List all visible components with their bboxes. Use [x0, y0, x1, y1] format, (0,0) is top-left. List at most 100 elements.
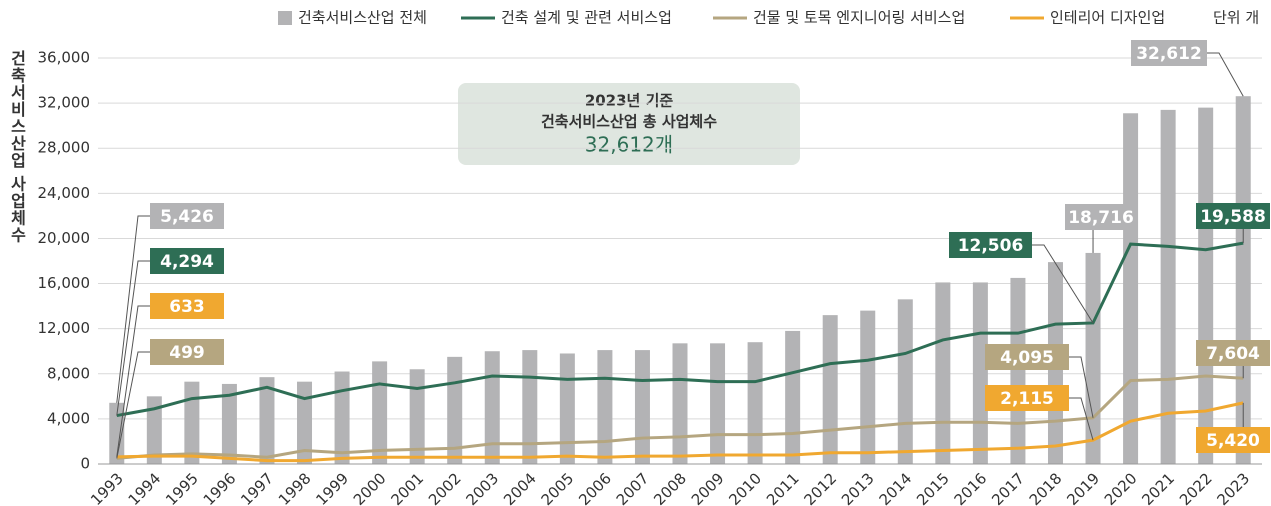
label-box: [1065, 204, 1137, 230]
x-tick-label: 2019: [1063, 469, 1103, 506]
x-tick-label: 2016: [951, 469, 991, 506]
bar: [1123, 113, 1139, 464]
label-box: [1196, 340, 1270, 366]
leader-line: [116, 351, 150, 459]
x-tick-label: 2021: [1138, 469, 1178, 506]
x-tick-label: 2007: [613, 469, 653, 506]
x-tick-label: 2015: [913, 469, 953, 506]
y-tick-label: 36,000: [38, 49, 91, 67]
bar: [1235, 96, 1251, 465]
x-tick-label: 2000: [350, 469, 390, 506]
leader-line: [1032, 244, 1094, 324]
x-tick-label: 2012: [800, 469, 840, 506]
data-label: 12,506: [958, 236, 1024, 256]
data-label: 499: [169, 343, 205, 363]
y-tick-label: 16,000: [38, 274, 91, 292]
data-label: 19,588: [1200, 207, 1266, 227]
leader-line: [116, 260, 150, 416]
bar: [297, 381, 313, 464]
bar: [1085, 252, 1101, 464]
y-tick-label: 20,000: [38, 229, 91, 247]
data-label: 4,294: [160, 252, 214, 272]
legend-swatch: [278, 11, 292, 25]
leader-line: [116, 215, 150, 403]
data-label: 4,095: [1000, 348, 1054, 368]
x-tick-label: 2018: [1026, 469, 1066, 506]
data-label: 32,612: [1136, 44, 1202, 64]
bar: [897, 299, 913, 464]
y-tick-label: 28,000: [38, 139, 91, 157]
leader-line: [1069, 356, 1094, 418]
x-tick-label: 1995: [162, 469, 202, 506]
label-box: [985, 344, 1069, 370]
data-label: 5,420: [1206, 431, 1260, 451]
label-box: [1131, 40, 1207, 66]
bar: [146, 396, 162, 464]
x-tick-label: 2010: [725, 469, 765, 506]
leader-line: [1069, 397, 1094, 441]
bar: [334, 371, 350, 464]
bar: [972, 282, 988, 464]
label-box: [1196, 203, 1270, 229]
bar: [672, 343, 688, 464]
label-box: [150, 248, 224, 274]
label-box: [985, 385, 1069, 411]
leader-line: [1207, 52, 1244, 97]
leader-line: [116, 305, 150, 457]
x-tick-label: 2022: [1176, 469, 1216, 506]
annotation-highlight: 32,612개: [585, 133, 673, 157]
line: [116, 374, 1244, 460]
y-tick-label: 12,000: [38, 319, 91, 337]
x-tick-label: 1997: [237, 469, 277, 506]
bar: [409, 369, 425, 464]
bar: [522, 350, 538, 464]
bar: [597, 350, 613, 464]
legend-label: 건축서비스산업 전체: [298, 9, 427, 27]
bar: [1010, 277, 1026, 464]
data-label: 5,426: [160, 207, 214, 227]
data-label: 633: [169, 297, 205, 317]
bar: [822, 315, 838, 464]
x-tick-label: 1998: [275, 469, 315, 506]
x-tick-label: 2005: [538, 469, 578, 506]
bar: [860, 310, 876, 464]
y-tick-label: 24,000: [38, 184, 91, 202]
data-label: 18,716: [1068, 208, 1134, 228]
x-tick-label: 1996: [200, 469, 240, 506]
x-tick-label: 2020: [1101, 469, 1141, 506]
bar: [184, 381, 200, 464]
x-tick-label: 2013: [838, 469, 878, 506]
label-box: [150, 339, 224, 365]
data-label: 7,604: [1206, 344, 1260, 364]
line: [116, 241, 1244, 418]
bar: [221, 383, 237, 464]
x-tick-label: 2004: [500, 469, 540, 506]
x-tick-label: 2006: [575, 469, 615, 506]
x-tick-label: 1994: [125, 469, 165, 506]
y-tick-label: 0: [80, 455, 90, 473]
line: [116, 401, 1244, 463]
data-label: 2,115: [1000, 389, 1054, 409]
x-tick-label: 2011: [763, 469, 803, 506]
bar: [484, 351, 500, 464]
x-tick-label: 2023: [1214, 469, 1254, 506]
x-tick-label: 1993: [87, 469, 127, 506]
label-box: [150, 203, 224, 229]
unit-label: 단위 개: [1213, 9, 1259, 27]
bar: [109, 402, 125, 464]
annotation-text: 2023년 기준: [585, 92, 674, 110]
bar: [935, 282, 951, 464]
label-box: [1196, 427, 1270, 453]
x-tick-label: 1999: [312, 469, 352, 506]
y-tick-label: 8,000: [47, 364, 90, 382]
x-tick-label: 2014: [876, 469, 916, 506]
x-tick-label: 2009: [688, 469, 728, 506]
bar: [747, 342, 763, 464]
x-tick-label: 2001: [387, 469, 427, 506]
bar: [259, 377, 275, 464]
y-tick-label: 32,000: [38, 94, 91, 112]
bar: [785, 330, 801, 464]
legend-label: 건물 및 토목 엔지니어링 서비스업: [753, 9, 965, 27]
label-box: [949, 232, 1032, 258]
